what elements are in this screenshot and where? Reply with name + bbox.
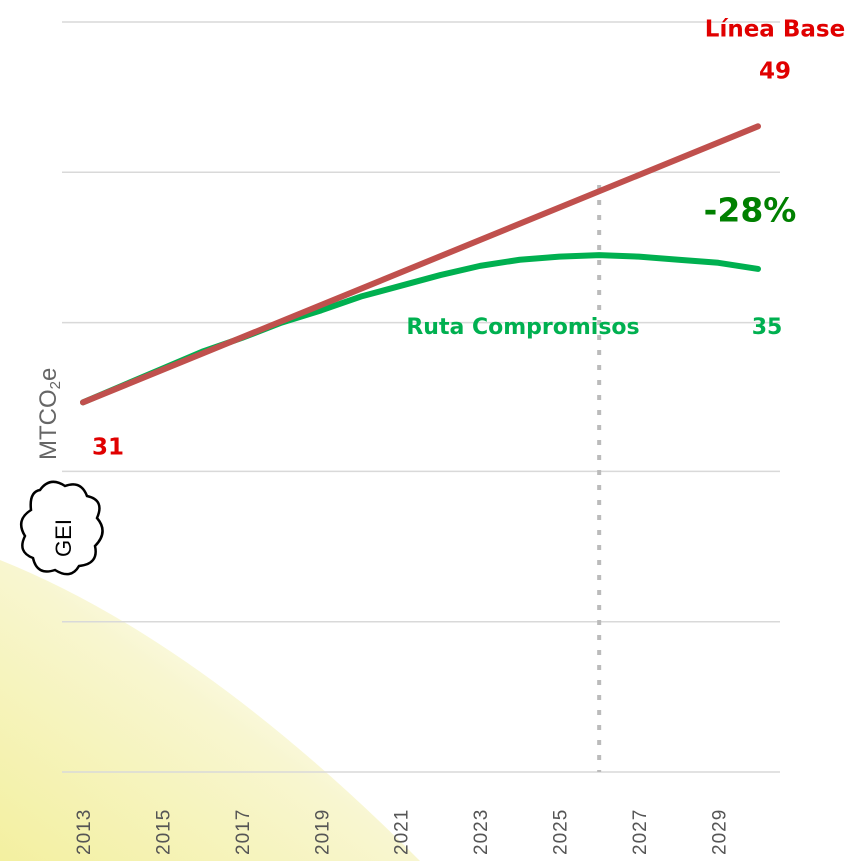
x-tick-label: 2021 — [392, 809, 413, 855]
icon-label: GEI — [51, 519, 76, 557]
x-tick-label: 2023 — [471, 809, 492, 855]
svg-text:MTCO2e: MTCO2e — [35, 368, 64, 460]
annotation: 49 — [759, 59, 791, 85]
annotation: 35 — [752, 315, 783, 340]
x-tick-label: 2015 — [153, 809, 174, 855]
y-label-sub: 2 — [47, 381, 64, 389]
series-line — [80, 123, 761, 406]
x-tick-label: 2019 — [312, 809, 333, 855]
background-shape — [0, 560, 420, 861]
legend-label: Ruta Compromisos — [406, 315, 639, 340]
x-tick-label: 2017 — [233, 809, 254, 855]
y-label-main: MTCO — [35, 389, 62, 460]
x-tick-label: 2029 — [709, 809, 730, 855]
plot: 2013 2015 2017 2019 2021 2023 2025 2027 2029 Líne… — [62, 17, 845, 855]
x-tick-label: 2025 — [550, 809, 571, 855]
annotation: -28% — [704, 191, 797, 230]
annotation: 31 — [92, 435, 124, 461]
x-tick-label: 2027 — [630, 809, 651, 855]
cloud-icon — [19, 480, 104, 576]
y-label-end: e — [35, 368, 62, 381]
legend-label: Línea Base — [705, 17, 845, 43]
y-axis-label: MTCO2e — [35, 368, 64, 460]
x-tick-label: 2013 — [74, 809, 95, 855]
